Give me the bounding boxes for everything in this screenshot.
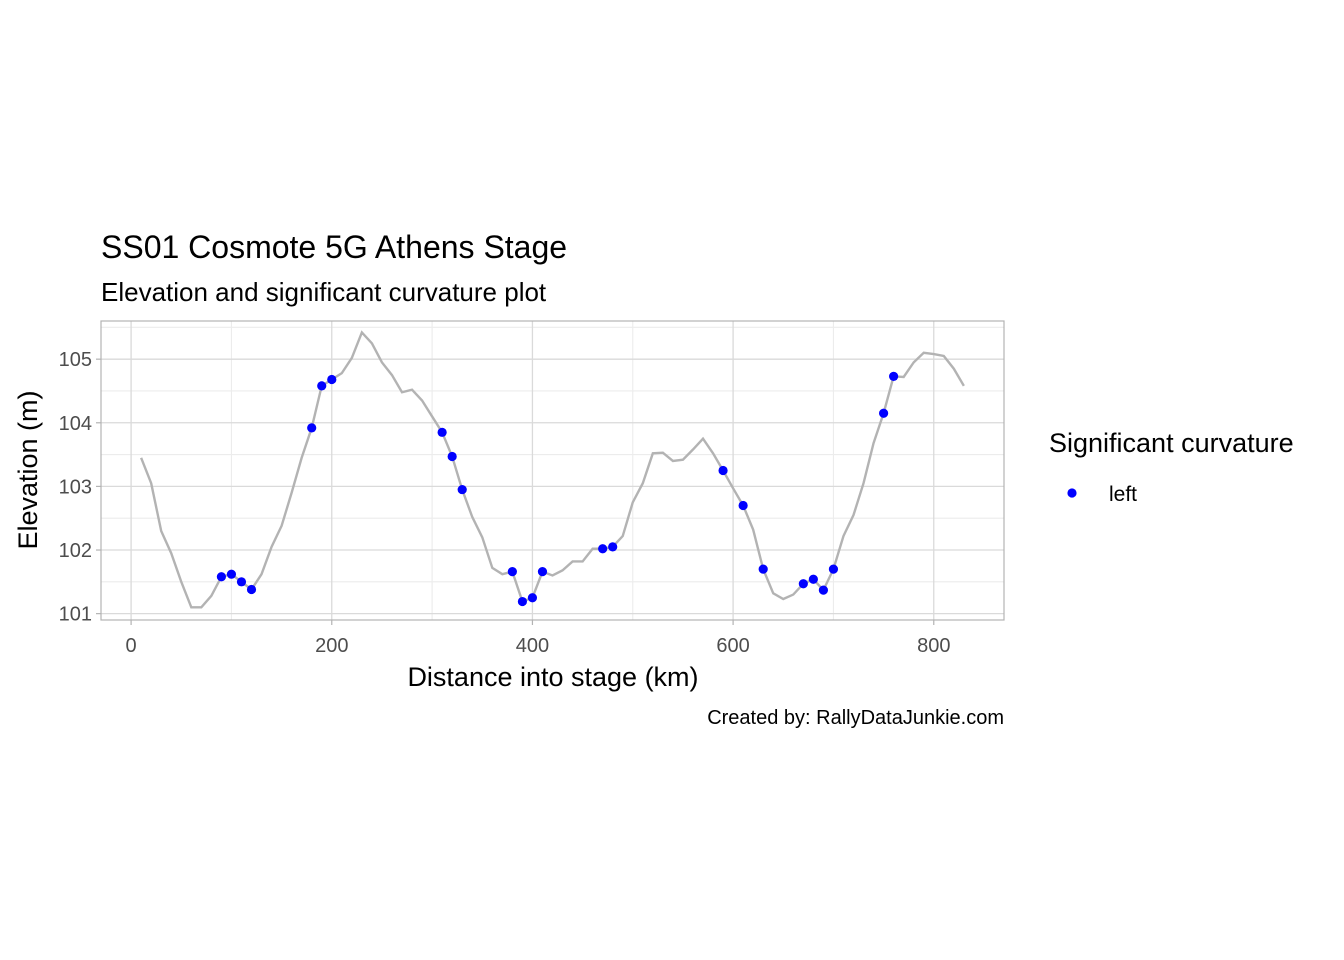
curvature-point: [798, 579, 808, 589]
curvature-point: [718, 465, 728, 476]
curvature-point: [447, 451, 457, 462]
curvature-point: [527, 593, 538, 603]
y-tick-label: 102: [59, 540, 92, 562]
curvature-point: [828, 564, 839, 574]
curvature-point: [236, 577, 247, 587]
y-tick-label: 103: [59, 476, 92, 498]
legend-key-left: [1067, 488, 1077, 498]
curvature-point: [758, 564, 768, 574]
curvature-point: [808, 574, 818, 584]
plot-area: [100, 320, 1005, 621]
curvature-point: [307, 423, 317, 433]
elevation-line: [140, 330, 965, 609]
y-tick-label: 101: [59, 604, 92, 626]
chart-subtitle: Elevation and significant curvature plot: [101, 277, 547, 307]
legend-label-left: left: [1109, 483, 1137, 506]
curvature-point: [879, 408, 889, 418]
curvature-point: [818, 585, 829, 595]
curvature-points: [216, 371, 899, 607]
y-axis-title: Elevation (m): [13, 390, 43, 549]
curvature-point: [738, 500, 748, 511]
y-tick-label: 104: [59, 413, 92, 435]
curvature-point: [216, 572, 226, 582]
x-tick-label: 800: [917, 635, 950, 657]
chart-title: SS01 Cosmote 5G Athens Stage: [101, 229, 567, 265]
curvature-point: [517, 596, 528, 607]
grid-minor: [101, 321, 1004, 620]
curvature-point: [437, 427, 447, 437]
curvature-point: [889, 371, 899, 381]
legend-title: Significant curvature: [1049, 428, 1294, 458]
x-tick-label: 200: [315, 635, 348, 657]
curvature-point: [608, 542, 618, 552]
x-axis-ticks: 0 200 400 600 800: [126, 620, 950, 657]
curvature-point: [507, 567, 517, 577]
curvature-point: [598, 544, 608, 554]
curvature-point: [537, 567, 548, 577]
y-tick-label: 105: [59, 349, 92, 371]
x-tick-label: 400: [516, 635, 549, 657]
curvature-point: [327, 374, 337, 385]
panel-border: [100, 320, 1005, 621]
x-axis-title: Distance into stage (km): [407, 662, 698, 692]
curvature-point: [317, 381, 327, 391]
curvature-point: [457, 484, 467, 495]
curvature-point: [226, 569, 237, 579]
chart-caption: Created by: RallyDataJunkie.com: [707, 707, 1004, 729]
grid-major: [101, 321, 1004, 620]
x-tick-label: 0: [126, 635, 137, 657]
x-tick-label: 600: [716, 635, 749, 657]
curvature-point: [246, 584, 257, 595]
y-axis-ticks: 101 102 103 104 105: [59, 349, 101, 626]
legend: Significant curvature left: [1049, 428, 1294, 506]
